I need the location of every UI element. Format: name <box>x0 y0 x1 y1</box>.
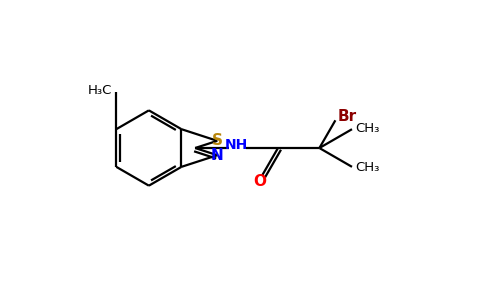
Text: S: S <box>212 133 223 148</box>
Text: Br: Br <box>337 109 357 124</box>
Text: H₃C: H₃C <box>88 84 112 97</box>
Text: NH: NH <box>225 138 248 152</box>
Text: O: O <box>254 174 267 189</box>
Text: CH₃: CH₃ <box>355 161 379 174</box>
Text: N: N <box>211 148 224 163</box>
Text: CH₃: CH₃ <box>355 122 379 135</box>
